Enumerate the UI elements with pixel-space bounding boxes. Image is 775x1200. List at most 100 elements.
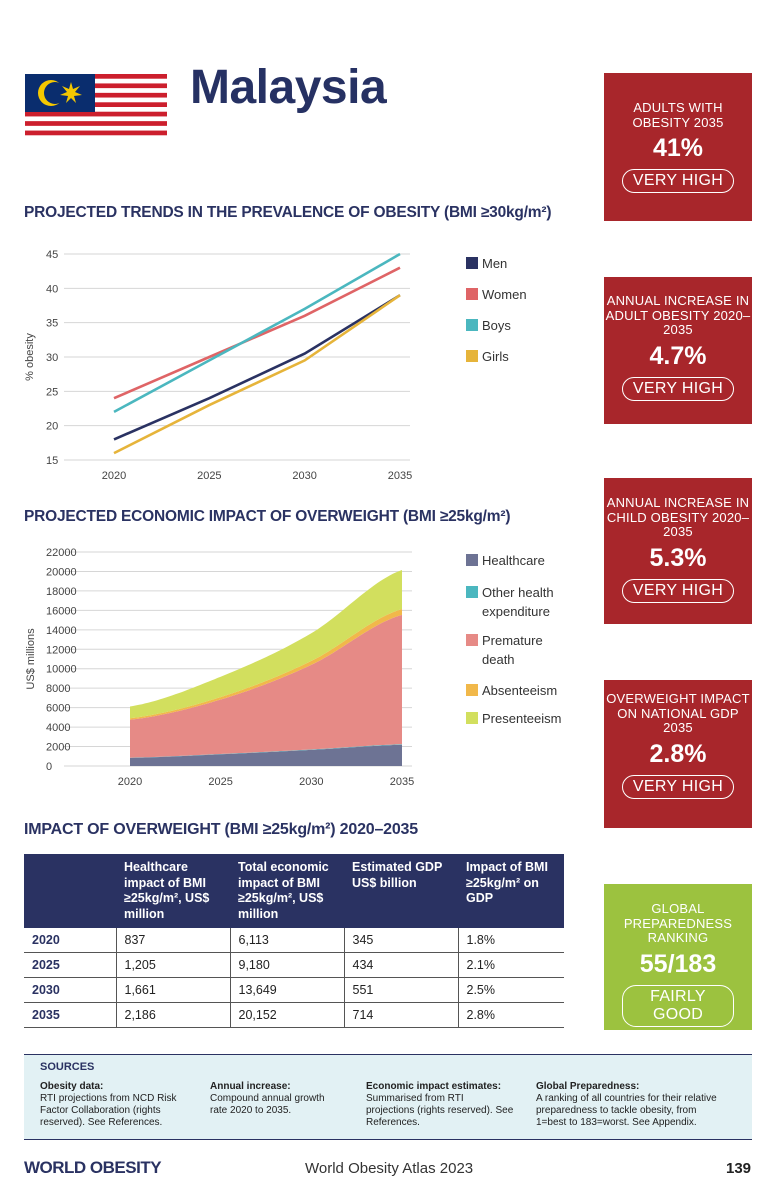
kpi-rating-badge: VERY HIGH [622, 169, 734, 193]
legend-label: Other health expenditure [482, 585, 554, 619]
area-premature-death [130, 614, 402, 758]
legend-label: Men [482, 256, 508, 271]
flag-stripe [25, 92, 167, 98]
page-number: 139 [726, 1160, 752, 1177]
table-cell: 2025 [24, 952, 116, 978]
kpi-rating-badge: FAIRLY GOOD [622, 984, 734, 1027]
footer-title: World Obesity Atlas 2023 [305, 1160, 474, 1177]
source-global-preparedness: Global Preparedness: A ranking of all co… [536, 1081, 726, 1129]
flag-stripe [25, 135, 167, 140]
y-axis-label: US$ millions [25, 628, 37, 690]
legend-swatch [466, 350, 478, 362]
kpi-title: ANNUAL INCREASE IN ADULT OBESITY 2020–20… [605, 293, 751, 337]
section-title-impact-table: IMPACT OF OVERWEIGHT (BMI ≥25kg/m²) 2020… [24, 821, 418, 838]
table-cell: 2020 [24, 928, 116, 953]
table-cell: 345 [343, 928, 458, 953]
y-tick-label: 10000 [46, 664, 77, 676]
kpi-title: OVERWEIGHT IMPACT ON NATIONAL GDP 2035 [606, 691, 750, 735]
y-tick-label: 30 [46, 352, 58, 364]
table-header [24, 854, 116, 928]
flag-stripe [25, 88, 167, 94]
legend-label: Absenteeism [482, 683, 558, 698]
obesity-trends-legend: Men Women Boys Girls [466, 254, 586, 374]
table-cell: 2.8% [457, 1002, 564, 1028]
table-cell: 2030 [24, 977, 116, 1003]
flag-stripe [25, 125, 167, 131]
y-tick-label: 20 [46, 421, 58, 433]
legend-item: Women [466, 285, 576, 305]
malaysia-flag-image [25, 74, 167, 140]
legend-label: Premature death [482, 633, 543, 667]
x-tick-label: 2035 [390, 776, 414, 788]
legend-item: Men [466, 254, 576, 274]
table-cell: 837 [115, 928, 230, 953]
flag-stripe [25, 130, 167, 136]
kpi-rating-badge: VERY HIGH [622, 578, 734, 603]
legend-label: Boys [482, 318, 511, 333]
legend-label: Presenteeism [482, 711, 562, 726]
source-text: Compound annual growth rate 2020 to 2035… [210, 1093, 325, 1116]
table-cell: 714 [343, 1002, 458, 1028]
x-tick-label: 2035 [388, 470, 412, 482]
section-title-prevalence: PROJECTED TRENDS IN THE PREVALENCE OF OB… [24, 204, 552, 221]
flag-stripe [25, 121, 167, 127]
y-tick-label: 40 [46, 283, 58, 295]
x-tick-label: 2030 [292, 470, 316, 482]
table-header: Estimated GDP US$ billion [344, 854, 458, 928]
table-header: Healthcare impact of BMI ≥25kg/m², US$ m… [116, 854, 230, 928]
area-healthcare [130, 744, 402, 766]
area-other-health-expenditure [130, 744, 402, 758]
table-cell: 2.5% [457, 977, 564, 1003]
y-tick-label: 6000 [46, 703, 70, 715]
flag-stripe [25, 111, 167, 117]
legend-swatch [466, 288, 478, 300]
y-tick-label: 18000 [46, 586, 77, 598]
y-tick-label: 16000 [46, 605, 77, 617]
economic-impact-area-chart: 0 2000 4000 6000 8000 10000 12000 14000 16000 180… [25, 547, 414, 788]
kpi-adults-obesity: ADULTS WITH OBESITY 2035 41% VERY HIGH [604, 73, 752, 221]
impact-table: Healthcare impact of BMI ≥25kg/m², US$ m… [24, 854, 564, 1028]
legend-item: Boys [466, 316, 576, 336]
source-text: Summarised from RTI projections (rights … [366, 1093, 514, 1128]
source-title: Annual increase: [210, 1081, 291, 1092]
x-tick-label: 2030 [299, 776, 323, 788]
y-tick-label: 4000 [46, 722, 70, 734]
legend-label: Women [482, 287, 527, 302]
kpi-value: 5.3% [649, 543, 707, 572]
table-cell: 13,649 [229, 977, 344, 1003]
table-cell: 6,113 [229, 928, 344, 953]
kpi-value: 41% [652, 134, 704, 162]
source-title: Global Preparedness: [536, 1081, 640, 1092]
y-tick-label: 12000 [46, 644, 77, 656]
table-header: Total economic impact of BMI ≥25kg/m², U… [230, 854, 344, 928]
flag-stripe [25, 116, 167, 122]
section-title-economic: PROJECTED ECONOMIC IMPACT OF OVERWEIGHT … [24, 508, 511, 525]
y-axis-label: % obesity [24, 333, 36, 381]
source-text: RTI projections from NCD Risk Factor Col… [40, 1093, 177, 1128]
source-title: Obesity data: [40, 1081, 104, 1092]
y-tick-label: 0 [46, 761, 52, 773]
kpi-title: GLOBAL PREPAREDNESS RANKING [623, 901, 733, 945]
flag-stripe [25, 78, 167, 84]
economic-impact-legend: Healthcare Other health expenditure Premat… [466, 551, 596, 741]
legend-swatch [466, 586, 478, 598]
legend-label: Girls [482, 349, 509, 364]
y-tick-label: 8000 [46, 683, 70, 695]
flag-stripe [25, 74, 167, 80]
kpi-title: ANNUAL INCREASE IN CHILD OBESITY 2020–20… [606, 495, 750, 539]
kpi-preparedness: GLOBAL PREPAREDNESS RANKING 55/183 FAIRL… [604, 884, 752, 1030]
table-row: 2030 1,661 13,649 551 2.5% [24, 977, 564, 1003]
kpi-rating-badge: VERY HIGH [622, 376, 734, 401]
series-line-men [113, 294, 401, 441]
table-cell: 1.8% [457, 928, 564, 953]
table-cell: 1,661 [115, 977, 230, 1003]
legend-swatch [466, 712, 478, 724]
country-title: Malaysia [190, 61, 387, 114]
kpi-title: ADULTS WITH OBESITY 2035 [632, 100, 724, 130]
source-title: Economic impact estimates: [366, 1081, 502, 1092]
y-tick-label: 20000 [46, 566, 77, 578]
kpi-rating-badge: VERY HIGH [622, 774, 734, 799]
x-tick-label: 2025 [197, 470, 221, 482]
table-row: 2025 1,205 9,180 434 2.1% [24, 952, 564, 978]
